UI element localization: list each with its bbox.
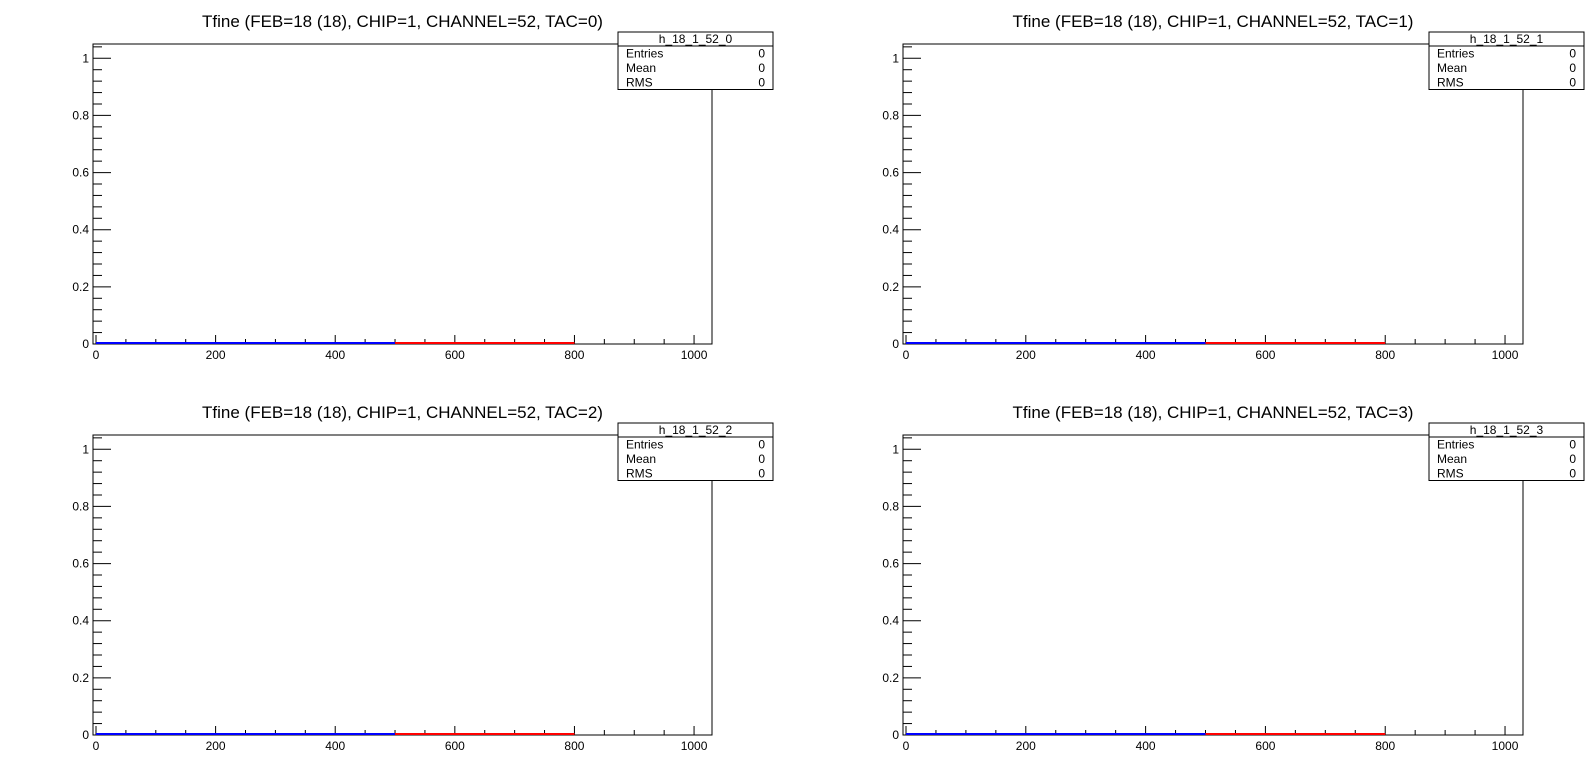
y-tick-label: 0.8: [882, 108, 899, 122]
stats-histogram-name: h_18_1_52_0: [659, 32, 733, 46]
x-tick-label: 200: [1016, 348, 1036, 362]
chart-title: Tfine (FEB=18 (18), CHIP=1, CHANNEL=52, …: [202, 403, 603, 422]
stats-label: RMS: [1437, 76, 1464, 90]
stats-value: 0: [1569, 61, 1576, 75]
stats-value: 0: [1569, 47, 1576, 61]
y-tick-label: 0.8: [882, 499, 899, 513]
chart-title: Tfine (FEB=18 (18), CHIP=1, CHANNEL=52, …: [1013, 12, 1414, 31]
x-tick-label: 200: [206, 739, 226, 753]
histogram-panel-1: Tfine (FEB=18 (18), CHIP=1, CHANNEL=52, …: [882, 12, 1585, 362]
x-tick-label: 400: [325, 739, 345, 753]
x-tick-label: 400: [1136, 739, 1156, 753]
stats-label: RMS: [1437, 467, 1464, 481]
y-tick-label: 0.6: [882, 166, 899, 180]
y-tick-label: 0.8: [72, 499, 89, 513]
x-tick-label: 200: [206, 348, 226, 362]
y-tick-label: 0: [82, 728, 89, 742]
x-tick-label: 800: [1375, 739, 1395, 753]
stats-histogram-name: h_18_1_52_3: [1470, 423, 1544, 437]
x-tick-label: 1000: [1492, 739, 1519, 753]
stats-box-frame: [1428, 31, 1585, 90]
x-tick-label: 600: [1255, 739, 1275, 753]
stats-box-frame: [1428, 422, 1585, 481]
x-tick-label: 800: [564, 348, 584, 362]
stats-value: 0: [1569, 452, 1576, 466]
y-tick-label: 0.8: [72, 108, 89, 122]
x-tick-label: 400: [1136, 348, 1156, 362]
y-tick-label: 0: [892, 337, 899, 351]
stats-label: RMS: [626, 467, 653, 481]
stats-value: 0: [758, 61, 765, 75]
y-tick-label: 1: [82, 51, 89, 65]
y-tick-label: 0.2: [882, 671, 899, 685]
stats-label: Entries: [1437, 47, 1474, 61]
stats-label: Entries: [1437, 438, 1474, 452]
stats-box-frame: [617, 31, 774, 90]
y-tick-label: 0.6: [72, 557, 89, 571]
x-tick-label: 0: [903, 348, 910, 362]
x-tick-label: 1000: [1492, 348, 1519, 362]
y-tick-label: 0.4: [882, 614, 899, 628]
stats-value: 0: [758, 47, 765, 61]
y-tick-label: 0.2: [72, 671, 89, 685]
stats-histogram-name: h_18_1_52_1: [1470, 32, 1544, 46]
stats-value: 0: [758, 452, 765, 466]
x-tick-label: 600: [445, 348, 465, 362]
x-tick-label: 0: [93, 348, 100, 362]
stats-value: 0: [758, 438, 765, 452]
stats-box-frame: [617, 422, 774, 481]
histogram-panel-2: Tfine (FEB=18 (18), CHIP=1, CHANNEL=52, …: [72, 403, 774, 753]
stats-label: Entries: [626, 438, 663, 452]
y-tick-label: 0.6: [882, 557, 899, 571]
stats-label: Mean: [626, 61, 656, 75]
y-tick-label: 0.2: [882, 280, 899, 294]
histogram-panel-3: Tfine (FEB=18 (18), CHIP=1, CHANNEL=52, …: [882, 403, 1585, 753]
stats-value: 0: [758, 467, 765, 481]
y-tick-label: 1: [892, 442, 899, 456]
x-tick-label: 0: [903, 739, 910, 753]
x-tick-label: 600: [445, 739, 465, 753]
x-tick-label: 400: [325, 348, 345, 362]
y-tick-label: 0: [892, 728, 899, 742]
y-tick-label: 0.4: [72, 614, 89, 628]
stats-value: 0: [1569, 438, 1576, 452]
stats-label: Entries: [626, 47, 663, 61]
x-tick-label: 200: [1016, 739, 1036, 753]
y-tick-label: 0.4: [882, 223, 899, 237]
x-tick-label: 1000: [681, 348, 708, 362]
x-tick-label: 1000: [681, 739, 708, 753]
y-tick-label: 0.4: [72, 223, 89, 237]
histogram-panel-0: Tfine (FEB=18 (18), CHIP=1, CHANNEL=52, …: [72, 12, 774, 362]
y-tick-label: 0: [82, 337, 89, 351]
y-tick-label: 1: [892, 51, 899, 65]
stats-label: RMS: [626, 76, 653, 90]
x-tick-label: 800: [1375, 348, 1395, 362]
stats-label: Mean: [626, 452, 656, 466]
stats-label: Mean: [1437, 452, 1467, 466]
x-tick-label: 0: [93, 739, 100, 753]
chart-title: Tfine (FEB=18 (18), CHIP=1, CHANNEL=52, …: [1013, 403, 1414, 422]
stats-histogram-name: h_18_1_52_2: [659, 423, 733, 437]
y-tick-label: 1: [82, 442, 89, 456]
stats-label: Mean: [1437, 61, 1467, 75]
stats-value: 0: [758, 76, 765, 90]
x-tick-label: 800: [564, 739, 584, 753]
stats-value: 0: [1569, 467, 1576, 481]
y-tick-label: 0.6: [72, 166, 89, 180]
chart-title: Tfine (FEB=18 (18), CHIP=1, CHANNEL=52, …: [202, 12, 603, 31]
y-tick-label: 0.2: [72, 280, 89, 294]
x-tick-label: 600: [1255, 348, 1275, 362]
stats-value: 0: [1569, 76, 1576, 90]
